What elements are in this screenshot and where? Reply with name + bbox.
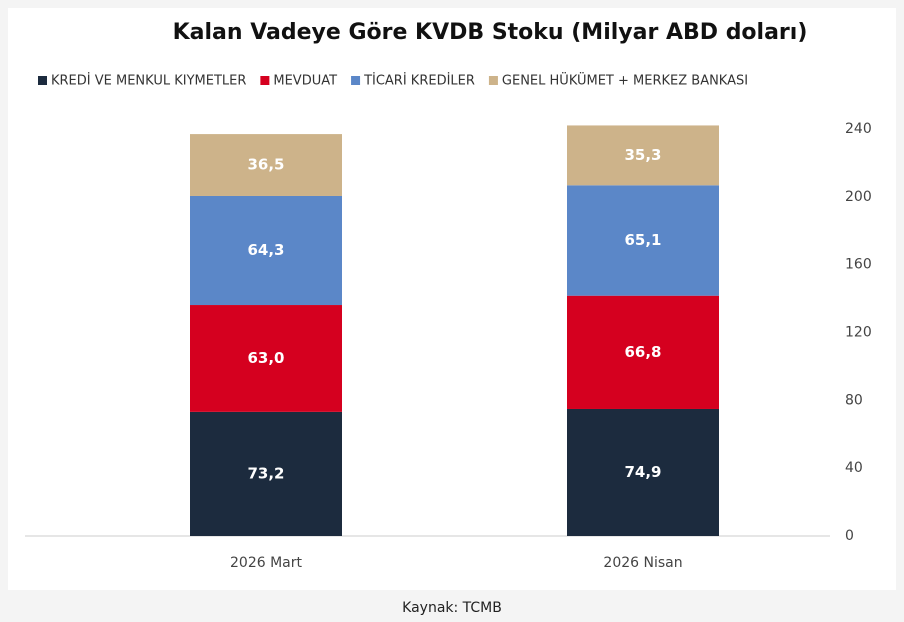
y-tick-label: 120	[845, 325, 872, 341]
legend-label: TİCARİ KREDİLER	[363, 73, 475, 89]
legend-label: MEVDUAT	[273, 74, 337, 89]
y-tick-label: 80	[845, 392, 863, 408]
bar-segment	[567, 125, 719, 186]
legend-label: KREDİ VE MENKUL KIYMETLER	[51, 73, 246, 89]
bar-segment	[567, 408, 719, 536]
data-label: 36,5	[247, 156, 284, 174]
bar-segment	[190, 411, 342, 536]
y-tick-label: 160	[845, 257, 872, 273]
data-label: 63,0	[247, 349, 284, 367]
data-label: 66,8	[624, 343, 661, 361]
legend-swatch	[488, 76, 498, 85]
source: Kaynak: TCMB	[402, 600, 502, 616]
y-tick-label: 200	[845, 189, 872, 205]
y-tick-label: 240	[845, 121, 872, 137]
x-tick-label: 2026 Nisan	[603, 555, 682, 571]
data-label: 73,2	[247, 464, 284, 482]
bar-segment	[190, 134, 342, 196]
legend-swatch	[351, 76, 361, 85]
data-label: 74,9	[624, 463, 661, 481]
data-label: 64,3	[247, 241, 284, 259]
bar-segment	[567, 295, 719, 409]
chart-title: Kalan Vadeye Göre KVDB Stoku (Milyar ABD…	[173, 20, 808, 45]
bar-segment	[190, 305, 342, 412]
data-label: 65,1	[624, 231, 661, 249]
y-tick-label: 0	[845, 528, 854, 544]
legend-swatch	[38, 76, 47, 85]
data-label: 35,3	[624, 146, 661, 164]
legend-swatch	[260, 76, 270, 85]
bar-segment	[190, 195, 342, 306]
x-tick-label: 2026 Mart	[230, 555, 302, 571]
panel	[8, 8, 896, 590]
legend-label: GENEL HÜKÜMET + MERKEZ BANKASI	[502, 72, 748, 89]
y-tick-label: 40	[845, 460, 863, 476]
bar-segment	[567, 185, 719, 296]
